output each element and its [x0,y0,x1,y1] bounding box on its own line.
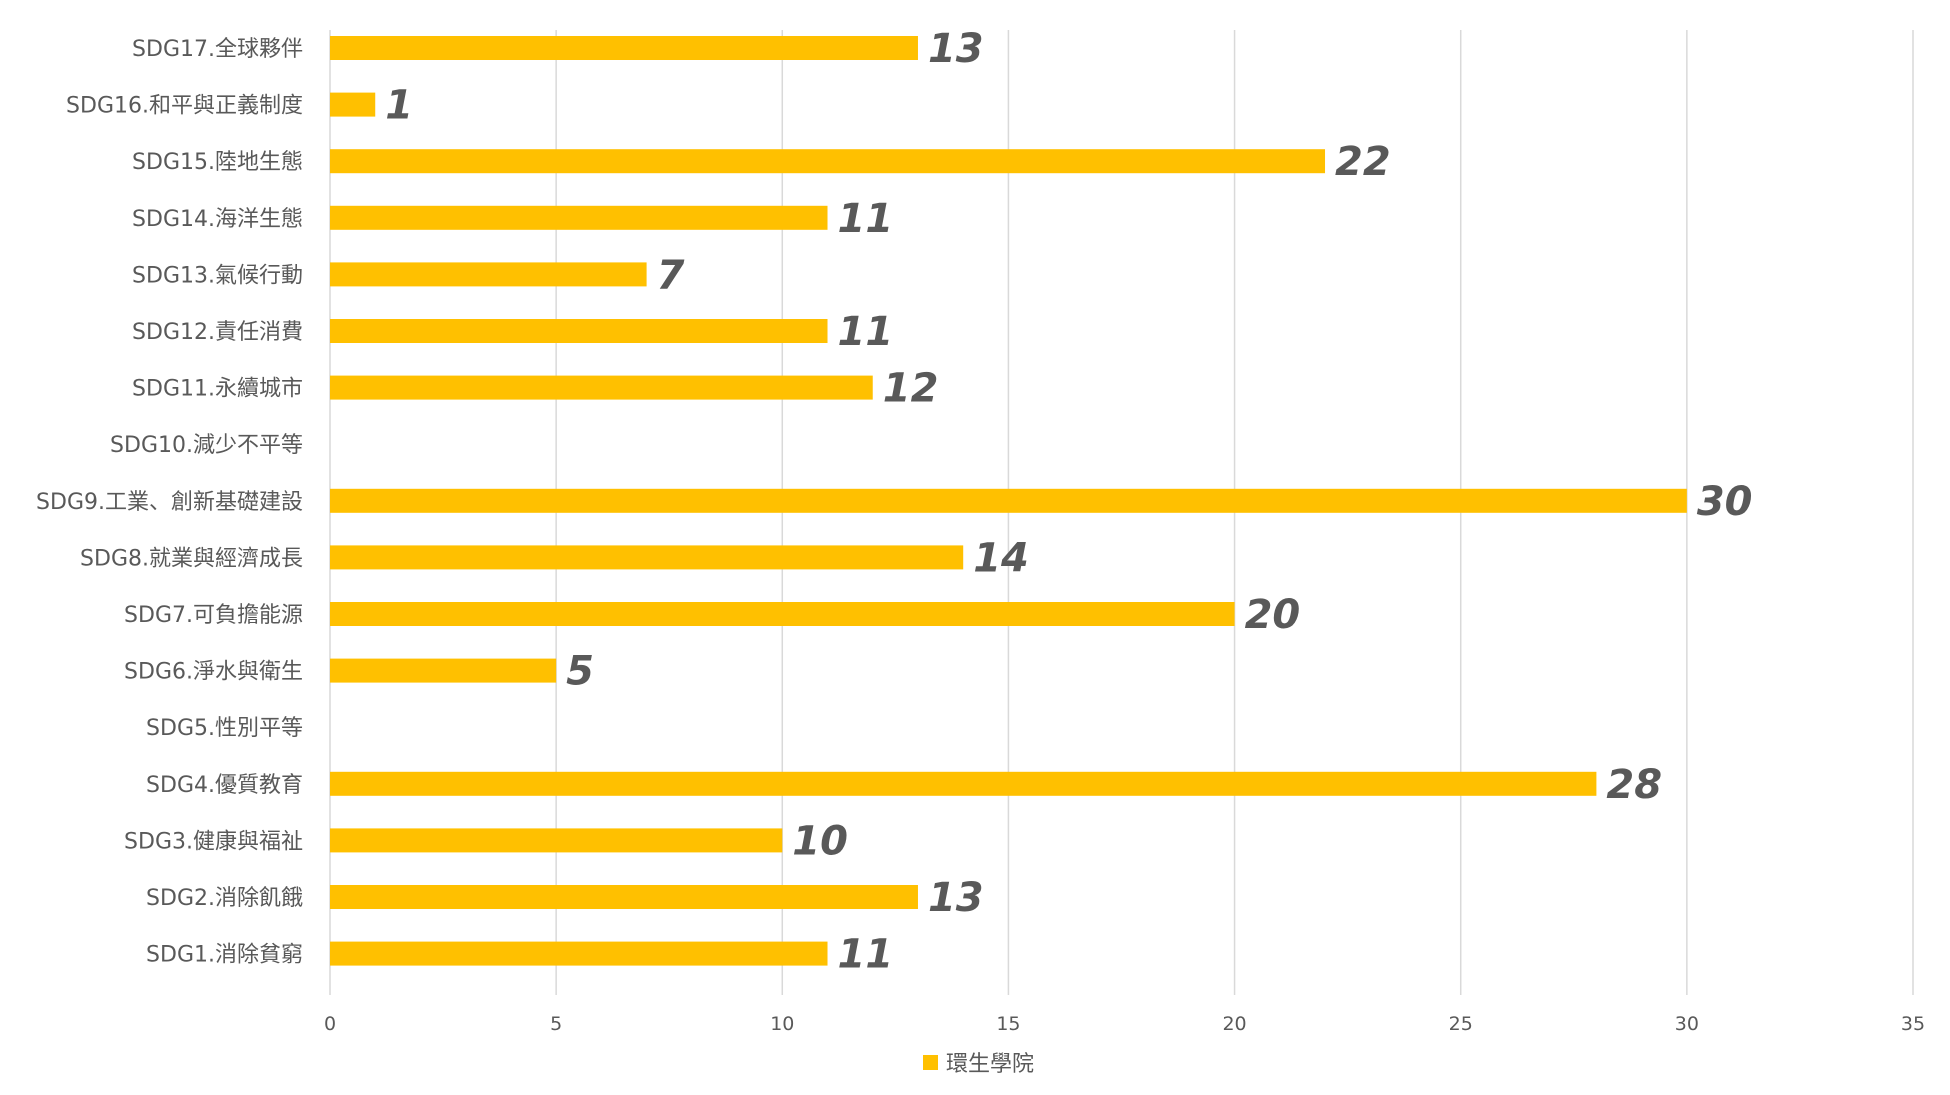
bar [330,941,828,966]
category-label: SDG2.消除飢餓 [146,886,303,911]
bar [330,545,964,570]
category-label: SDG11.永續城市 [132,377,303,402]
category-label: SDG15.陸地生態 [132,150,303,175]
category-label: SDG5.性別平等 [146,716,303,741]
data-label: 10 [792,818,848,864]
bar [330,319,828,343]
bar [330,375,873,400]
bar [330,205,828,230]
category-label: SDG1.消除貧窮 [146,943,303,968]
bar [330,92,376,117]
category-label: SDG13.氣候行動 [132,263,303,288]
legend-swatch [923,1055,938,1070]
data-label: 7 [657,252,685,298]
category-label: SDG17.全球夥伴 [132,37,303,62]
data-label: 22 [1335,139,1391,185]
category-label: SDG12.責任消費 [132,320,303,345]
bars [330,36,1687,966]
data-label: 11 [838,932,894,978]
bar [330,149,1326,174]
legend-label: 環生學院 [946,1052,1034,1077]
x-tick-label: 25 [1449,1013,1473,1035]
bar [330,885,918,909]
x-tick-label: 5 [550,1013,562,1035]
data-label: 11 [838,309,894,355]
x-tick-label: 30 [1675,1013,1699,1035]
bar [330,828,783,853]
category-labels: SDG17.全球夥伴 SDG16.和平與正義制度 SDG15.陸地生態 SDG14.海… [36,37,303,968]
category-label: SDG14.海洋生態 [132,207,303,232]
data-label: 28 [1606,762,1662,808]
x-tick-label: 15 [996,1013,1020,1035]
data-label: 14 [973,535,1029,581]
data-labels: 13 1 22 11 7 11 12 30 14 20 5 28 10 13 11 [385,26,1752,978]
x-axis-tick-labels: 0 5 10 15 20 25 30 35 [324,1013,1925,1035]
x-tick-label: 10 [770,1013,794,1035]
bar [330,658,557,683]
data-label: 12 [883,366,939,412]
x-tick-label: 20 [1222,1013,1246,1035]
category-label: SDG16.和平與正義制度 [66,94,303,119]
data-label: 20 [1245,592,1301,638]
category-label: SDG6.淨水與衛生 [124,660,303,685]
category-label: SDG8.就業與經濟成長 [80,546,303,571]
data-label: 13 [928,26,984,72]
category-label: SDG9.工業、創新基礎建設 [36,490,303,515]
legend: 環生學院 [923,1052,1034,1077]
x-tick-label: 0 [324,1013,336,1035]
data-label: 11 [838,196,894,242]
category-label: SDG7.可負擔能源 [124,603,303,628]
bar [330,771,1597,796]
bar [330,262,647,287]
data-label: 13 [928,875,984,921]
category-label: SDG4.優質教育 [146,773,303,798]
bar [330,602,1235,626]
data-label: 1 [385,83,413,129]
data-label: 30 [1697,479,1753,525]
bar [330,36,918,60]
bar [330,488,1687,513]
category-label: SDG3.健康與福祉 [124,829,303,854]
category-label: SDG10.減少不平等 [110,433,303,458]
x-tick-label: 35 [1901,1013,1925,1035]
data-label: 5 [566,649,594,695]
